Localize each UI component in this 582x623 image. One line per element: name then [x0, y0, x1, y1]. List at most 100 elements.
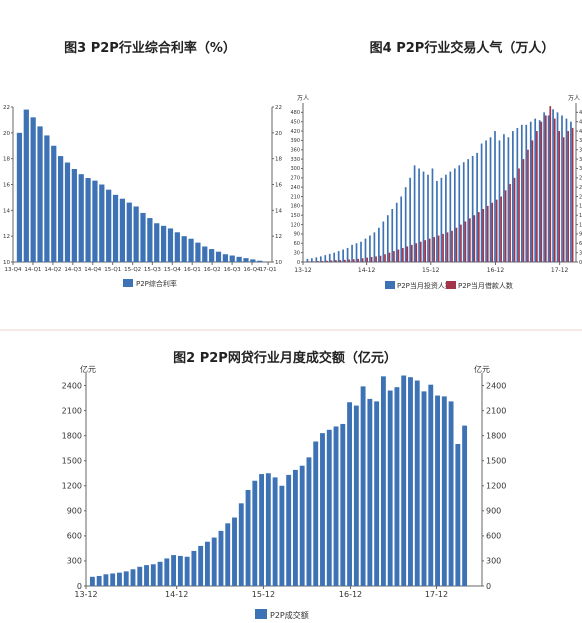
fig4-bar-s1-0 — [306, 258, 309, 262]
fig4-bar-s2-45 — [509, 184, 511, 262]
fig4-bar-s2-6 — [335, 260, 337, 262]
fig4-bar-s2-47 — [518, 168, 520, 262]
fig4-bar-s1-2 — [315, 257, 318, 262]
fig2-bar-s1-4 — [117, 572, 122, 586]
fig3-ytick-label-left: 16 — [3, 182, 10, 188]
fig4-bar-s1-7 — [337, 251, 340, 262]
fig4-bar-s2-15 — [375, 256, 377, 262]
fig4-bar-s1-30 — [440, 177, 443, 262]
fig4-bar-s2-59 — [571, 127, 574, 262]
fig4-bar-s2-19 — [393, 251, 395, 262]
fig4-ytick-label-right: 330 — [579, 157, 582, 163]
fig4-ytick-label-right: 360 — [579, 148, 582, 154]
fig3-bar-s1-9 — [78, 174, 84, 262]
fig4-bar-s2-29 — [437, 235, 440, 262]
fig4-bar-s1-14 — [369, 235, 371, 262]
fig2-ytick-label-right: 2100 — [486, 406, 506, 415]
fig4-ytick-label-right: 210 — [579, 194, 582, 200]
fig4-ytick-label-right: 60 — [579, 241, 582, 247]
fig2-bar-s1-53 — [448, 401, 454, 586]
fig3-bar-s1-16 — [126, 202, 132, 262]
fig4-bar-s1-41 — [489, 137, 492, 262]
fig2-bar-s1-31 — [299, 465, 305, 586]
fig2-ytick-label-right: 300 — [486, 557, 501, 566]
fig2-bar-s1-12 — [171, 555, 177, 586]
fig2-legend-label: P2P成交额 — [270, 610, 309, 620]
fig2-bar-s1-10 — [157, 561, 163, 586]
fig2-legend: P2P成交额 — [255, 609, 309, 620]
fig4-xtick-label: 16-12 — [487, 267, 505, 274]
fig3-y-ticks-left: 10 12 14 16 18 20 22 — [3, 105, 13, 266]
fig2-bar-s1-14 — [184, 556, 190, 586]
fig2-bar-s1-18 — [211, 537, 217, 586]
fig2-bar-s1-42 — [374, 401, 380, 586]
fig4-bar-s2-9 — [348, 259, 351, 262]
fig4-bar-s1-42 — [494, 131, 496, 262]
fig3-ytick-label-left: 18 — [3, 157, 10, 163]
fig4-ytick-label-left: 90 — [294, 232, 300, 238]
fig3-bar-s1-11 — [92, 180, 98, 263]
fig3-bar-s1-25 — [188, 238, 194, 262]
fig4-bar-s2-32 — [451, 230, 453, 262]
fig4-bar-s1-1 — [311, 258, 313, 262]
fig2-bar-s1-8 — [144, 565, 149, 586]
fig4-bar-s2-8 — [343, 259, 346, 262]
fig2-bar-s1-16 — [198, 545, 204, 586]
fig4-bar-s2-58 — [567, 131, 569, 262]
fig4-bar-s1-43 — [498, 140, 501, 262]
fig4-ytick-label-right: 120 — [579, 222, 582, 228]
fig3-ytick-label-right: 18 — [275, 157, 282, 163]
fig3-bar-s1-34 — [250, 259, 256, 262]
fig2-ytick-label-right: 600 — [486, 532, 501, 541]
fig4-bar-s2-52 — [540, 121, 543, 263]
fig3-bar-s1-20 — [154, 223, 160, 262]
fig3-ytick-label-right: 12 — [275, 234, 282, 240]
fig4-x-ticks: 13-12 14-12 15-12 16-12 17-12 — [294, 262, 569, 274]
fig4-bar-s2-4 — [326, 260, 328, 262]
fig2-bar-s1-39 — [353, 405, 359, 586]
fig4-legend-label-investors: P2P当月投资人数 — [397, 281, 452, 290]
fig3-bar-s1-3 — [37, 126, 43, 263]
fig4-bar-s2-57 — [562, 137, 565, 262]
fig4-bar-s2-35 — [464, 221, 467, 262]
fig3-xtick-label: 14-Q1 — [24, 267, 41, 273]
fig4-bar-s2-55 — [553, 118, 556, 262]
fig3-bar-s1-30 — [222, 254, 228, 262]
fig3-bar-s1-35 — [257, 260, 263, 262]
fig4-bar-s1-16 — [378, 227, 380, 262]
fig4-bar-s2-23 — [410, 244, 413, 262]
fig4-ytick-label-right: 450 — [579, 119, 582, 125]
fig2-xtick-label: 17-12 — [425, 590, 448, 599]
fig4-left-unit: 万人 — [297, 95, 309, 102]
fig4-y-ticks-left: 0 30 60 90 120 150 180 210 240 270 300 330 360 390 420… — [290, 110, 303, 266]
fig3-bar-s1-17 — [133, 206, 139, 262]
fig3-bar-s1-29 — [215, 251, 222, 262]
fig2-ytick-label-right: 1800 — [486, 431, 506, 440]
fig4-xtick-label: 13-12 — [294, 267, 312, 274]
fig4-legend-label-borrowers: P2P当月借款人数 — [458, 281, 513, 290]
fig2-ytick-label-left: 2400 — [62, 381, 82, 390]
fig4-bar-s2-31 — [446, 232, 449, 262]
fig4-ytick-label-left: 420 — [290, 129, 300, 135]
fig4-bar-s2-53 — [544, 115, 547, 262]
fig4-bar-s2-20 — [397, 249, 400, 262]
fig4-bar-s1-55 — [552, 109, 554, 263]
fig4-bar-s1-40 — [485, 140, 487, 262]
fig4-bar-s2-33 — [455, 227, 458, 262]
fig2-ytick-label-left: 0 — [77, 582, 82, 591]
fig3-x-ticks: 13-Q4 14-Q1 14-Q2 14-Q3 14-Q4 15-Q1 15-Q2 15-Q3… — [4, 262, 277, 273]
fig4-bar-s1-19 — [391, 209, 394, 262]
fig4-bar-s2-40 — [486, 205, 489, 262]
fig2-ytick-label-left: 900 — [67, 507, 82, 516]
fig2-bar-s1-47 — [408, 377, 413, 586]
fig3-xtick-label: 13-Q4 — [4, 267, 22, 273]
fig3-ytick-label-left: 12 — [3, 234, 10, 240]
fig2-bar-s1-9 — [150, 564, 156, 586]
fig4-ytick-label-right: 150 — [579, 213, 582, 219]
fig4-bar-s2-34 — [460, 224, 462, 262]
fig3-ytick-label-left: 20 — [3, 131, 10, 137]
fig4-bar-s2-2 — [317, 261, 319, 262]
fig2-bar-s1-7 — [137, 566, 143, 586]
fig4-bar-s1-53 — [543, 112, 545, 262]
fig4-bar-s1-5 — [328, 253, 331, 262]
